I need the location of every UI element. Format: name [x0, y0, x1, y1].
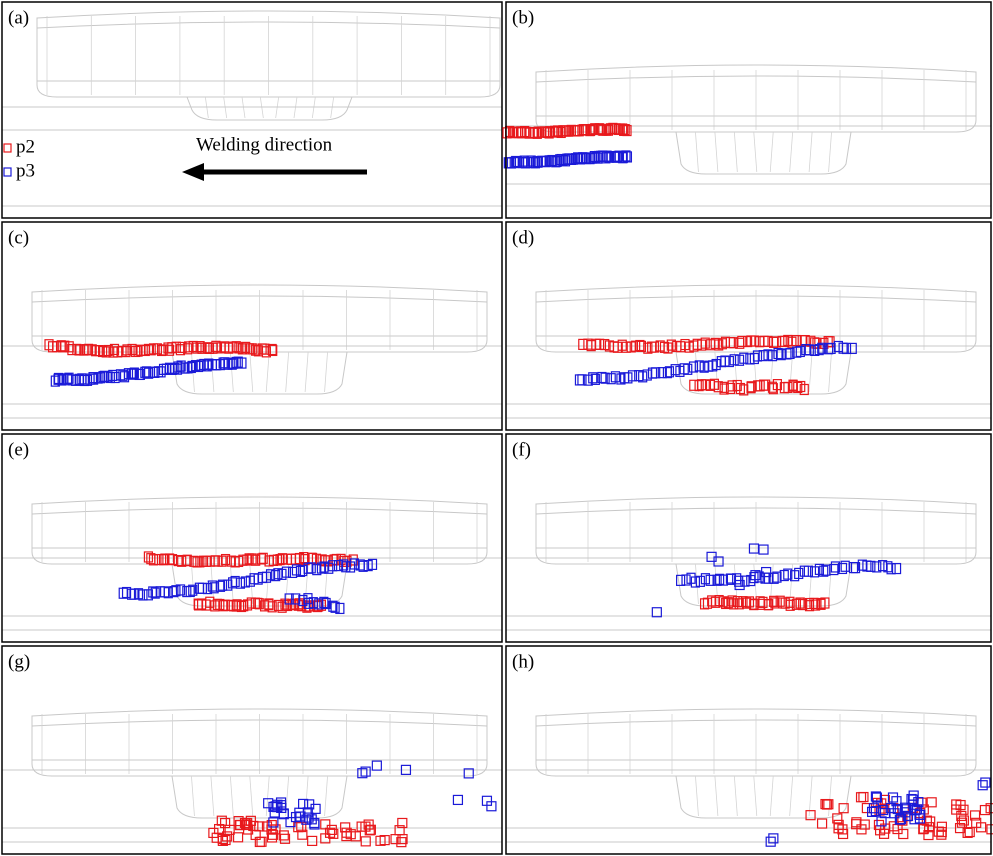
- particle: [663, 368, 671, 378]
- panel: (g): [2, 646, 502, 854]
- panel-label: (e): [8, 439, 29, 460]
- pin-wire: [734, 776, 737, 816]
- panel-label: (d): [512, 227, 534, 248]
- pin-wire: [695, 132, 698, 172]
- particle: [162, 364, 170, 374]
- pin-wire: [325, 776, 328, 816]
- pin-wire: [211, 776, 214, 816]
- particle: [783, 349, 791, 359]
- pin-wire: [250, 352, 253, 392]
- panel-label: (b): [512, 7, 534, 28]
- annotation: Welding direction: [196, 134, 333, 155]
- legend-label: p3: [16, 160, 35, 181]
- particle: [198, 583, 206, 593]
- pin-wire: [734, 132, 737, 172]
- pin-wire: [305, 776, 308, 816]
- particle: [579, 339, 587, 349]
- tool-pin: [676, 132, 851, 174]
- panel: (b): [503, 2, 991, 218]
- panel-border: [2, 434, 502, 642]
- panel-border: [2, 2, 502, 218]
- particle: [361, 837, 370, 846]
- direction-arrowhead: [182, 163, 204, 181]
- particle: [749, 544, 758, 553]
- pin-wire: [286, 352, 289, 392]
- tool-pin: [172, 352, 347, 394]
- pin-wire: [754, 132, 757, 172]
- pin-wire: [211, 352, 214, 392]
- pin-wire: [191, 564, 194, 604]
- pin-wire: [715, 776, 718, 816]
- panel-label: (a): [8, 7, 29, 28]
- panel: (f): [506, 434, 991, 642]
- particle: [981, 778, 990, 787]
- particle: [652, 608, 661, 617]
- particle: [841, 561, 849, 571]
- particle: [987, 825, 993, 834]
- particle: [859, 793, 868, 802]
- pin-wire: [790, 132, 793, 172]
- pin-wire: [191, 776, 194, 816]
- pin-wire: [754, 776, 757, 816]
- panel: (c): [2, 222, 502, 430]
- particle: [862, 804, 871, 813]
- particle: [733, 574, 741, 584]
- panel-label: (f): [512, 439, 531, 460]
- pin-wire: [829, 352, 832, 392]
- pin-wire: [770, 132, 773, 172]
- pin-wire: [715, 132, 718, 172]
- pin-wire: [266, 352, 269, 392]
- particle: [772, 337, 780, 347]
- particle: [893, 564, 901, 574]
- pin-wire: [250, 776, 253, 816]
- particle: [372, 761, 381, 770]
- panel: (d): [506, 222, 991, 430]
- panel-border: [506, 434, 991, 642]
- particle: [695, 381, 703, 391]
- panel: (a) p2 p3 Welding direction: [2, 2, 502, 218]
- pin-wire: [809, 132, 812, 172]
- tool-pin: [676, 776, 851, 818]
- particle: [575, 375, 583, 385]
- legend-marker: [4, 168, 11, 176]
- tool-pin: [187, 97, 352, 120]
- figure: (a) p2 p3 Welding direction (b) (c) (d) (e) (f) (…: [0, 0, 993, 856]
- panel-label: (c): [8, 227, 29, 248]
- pin-wire: [770, 776, 773, 816]
- pin-wire: [230, 776, 233, 816]
- pin-wire: [325, 352, 328, 392]
- particle: [937, 828, 946, 837]
- particle: [119, 588, 127, 598]
- particle: [308, 836, 317, 845]
- particle: [696, 576, 704, 586]
- legend-marker: [4, 144, 11, 152]
- particle: [759, 545, 768, 554]
- particle: [857, 793, 866, 802]
- page: {"panels": [{"label": "(a)"}, {"label": …: [0, 0, 993, 856]
- legend-label: p2: [16, 136, 35, 157]
- tool-pin: [172, 776, 347, 818]
- pin-wire: [305, 352, 308, 392]
- particle: [351, 832, 360, 841]
- pin-wire: [809, 776, 812, 816]
- panel: (h): [506, 646, 993, 854]
- panel: (e): [2, 434, 502, 642]
- pin-wire: [790, 776, 793, 816]
- panel-label: (g): [8, 651, 30, 672]
- pin-wire: [695, 776, 698, 816]
- particle: [601, 373, 609, 383]
- panel-border: [2, 222, 502, 430]
- pin-wire: [829, 776, 832, 816]
- particle: [234, 833, 243, 842]
- particle: [453, 795, 462, 804]
- particle: [978, 781, 987, 790]
- particle: [690, 380, 698, 390]
- particle: [818, 819, 827, 828]
- panel-border: [506, 2, 991, 218]
- pin-wire: [829, 132, 832, 172]
- panel-border: [506, 222, 991, 430]
- panel-label: (h): [512, 651, 534, 672]
- pin-wire: [809, 352, 812, 392]
